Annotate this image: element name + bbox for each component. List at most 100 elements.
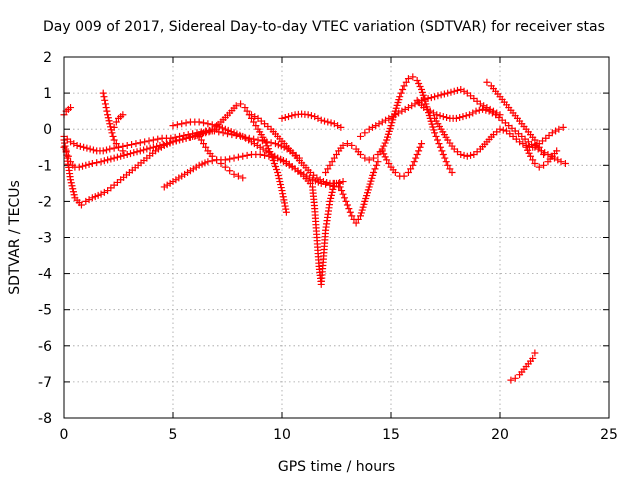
data-point <box>204 120 212 128</box>
data-point <box>280 199 288 207</box>
data-point <box>381 139 389 147</box>
data-point <box>324 165 332 173</box>
data-point <box>282 205 290 213</box>
data-point <box>178 120 186 128</box>
data-point <box>85 160 93 168</box>
data-point <box>221 163 229 171</box>
data-point <box>205 128 213 136</box>
data-point <box>230 154 238 162</box>
data-point <box>99 147 107 155</box>
data-point <box>173 121 181 129</box>
data-point <box>88 159 96 167</box>
data-point <box>413 76 421 84</box>
data-point <box>459 113 467 121</box>
data-point <box>104 114 112 122</box>
data-point <box>421 95 429 103</box>
data-point <box>270 159 278 167</box>
data-point <box>104 111 112 119</box>
data-point <box>176 132 184 140</box>
data-point <box>531 136 539 144</box>
data-point <box>333 150 340 158</box>
data-point <box>404 75 412 83</box>
data-point <box>434 136 442 144</box>
data-point <box>239 152 247 160</box>
data-point <box>460 151 468 159</box>
data-point <box>239 174 247 182</box>
data-point <box>339 141 347 149</box>
data-point <box>415 79 423 87</box>
data-point <box>85 196 93 204</box>
data-point <box>447 88 455 96</box>
data-point <box>499 126 507 134</box>
data-point <box>195 118 203 126</box>
data-point <box>277 184 285 192</box>
data-point <box>372 161 380 169</box>
data-point <box>330 182 338 190</box>
data-point <box>82 197 90 205</box>
data-point <box>171 133 179 141</box>
series-track-13 <box>322 73 456 177</box>
data-point <box>431 93 439 101</box>
series-track-11 <box>278 110 345 131</box>
data-point <box>436 112 444 120</box>
data-points <box>60 73 569 384</box>
data-point <box>450 87 458 95</box>
data-point <box>106 145 114 153</box>
data-point <box>200 119 208 127</box>
data-point <box>130 149 138 157</box>
data-point <box>100 157 108 165</box>
data-point <box>356 132 364 140</box>
data-point <box>404 104 412 112</box>
x-tick-label: 5 <box>169 427 178 443</box>
data-point <box>126 150 134 158</box>
series-track-6 <box>110 111 127 131</box>
data-point <box>469 109 477 117</box>
data-point <box>439 113 447 121</box>
data-point <box>97 158 105 166</box>
data-point <box>385 159 393 167</box>
data-point <box>271 163 279 171</box>
data-point <box>337 123 345 131</box>
data-point <box>100 93 108 101</box>
data-point <box>208 152 216 160</box>
y-tick-label: -3 <box>38 231 52 247</box>
data-point <box>540 150 548 158</box>
data-point <box>273 166 281 174</box>
data-point <box>326 197 334 205</box>
series-track-16 <box>378 140 426 180</box>
data-point <box>424 95 432 103</box>
data-point <box>67 179 75 187</box>
data-point <box>327 191 335 199</box>
data-point <box>559 123 567 131</box>
data-point <box>82 161 90 169</box>
data-point <box>330 120 338 128</box>
series-track-17 <box>413 96 569 167</box>
data-point <box>443 113 451 121</box>
data-point <box>444 89 452 97</box>
data-point <box>278 187 286 195</box>
data-point <box>427 94 435 102</box>
data-point <box>149 143 157 151</box>
data-point <box>274 169 282 177</box>
data-point <box>361 154 369 162</box>
x-tick-label: 10 <box>273 427 291 443</box>
data-point <box>234 172 242 180</box>
data-point <box>319 178 327 186</box>
data-point <box>281 113 289 121</box>
data-point <box>77 201 85 209</box>
data-point <box>327 119 335 127</box>
data-point <box>109 132 117 140</box>
data-point <box>533 140 541 148</box>
x-tick-label: 25 <box>600 427 618 443</box>
data-point <box>172 137 180 145</box>
data-point <box>441 154 449 162</box>
data-point <box>329 185 337 193</box>
data-point <box>143 145 151 153</box>
data-point <box>210 127 218 135</box>
data-point <box>285 113 293 121</box>
data-point <box>136 147 144 155</box>
data-point <box>482 106 490 114</box>
data-point <box>107 155 115 163</box>
data-point <box>241 104 249 112</box>
data-point <box>110 154 118 162</box>
